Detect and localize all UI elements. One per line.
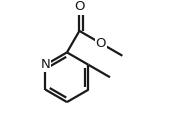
Text: O: O xyxy=(96,37,106,50)
Text: N: N xyxy=(41,58,50,71)
Text: O: O xyxy=(74,0,85,13)
